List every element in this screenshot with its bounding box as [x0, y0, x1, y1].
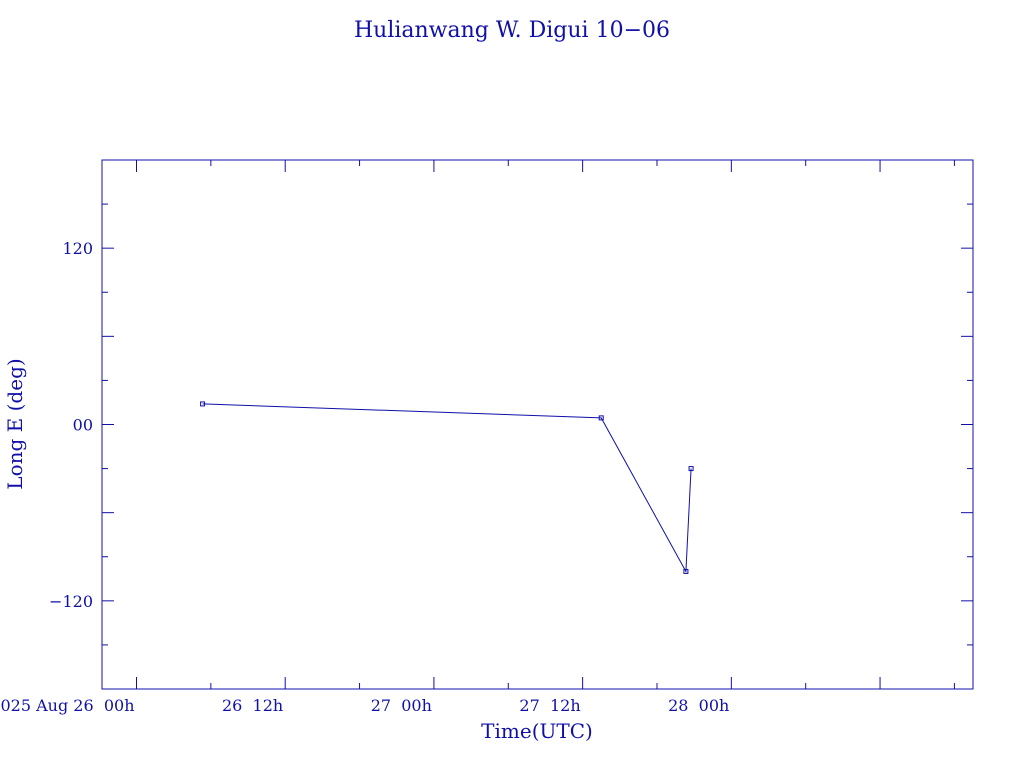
data-point-marker	[688, 466, 694, 472]
y-axis-label: Long E (deg)	[3, 358, 27, 489]
x-tick-label: 28 00h	[668, 696, 729, 715]
x-tick-labels: 2025 Aug 26 00h 26 12h 27 00h 27 12h 28 00h	[0, 696, 729, 715]
data-point-marker	[200, 401, 206, 407]
x-tick-label: 27 00h	[371, 696, 432, 715]
y-tick-label: 120	[62, 239, 93, 258]
chart-title: Hulianwang W. Digui 10−06	[354, 18, 670, 43]
y-tick-label: 00	[73, 416, 93, 435]
data-point-marker	[598, 415, 604, 421]
x-tick-label: 2025 Aug 26 00h	[0, 696, 134, 715]
y-tick-labels: 120 00 −120	[49, 239, 93, 611]
axis-ticks	[102, 160, 973, 689]
plot-frame	[101, 159, 974, 690]
x-tick-label: 26 12h	[222, 696, 283, 715]
y-tick-label: −120	[49, 592, 93, 611]
x-tick-label: 27 12h	[519, 696, 580, 715]
x-axis-label: Time(UTC)	[481, 719, 593, 743]
data-series	[200, 401, 694, 574]
data-point-marker	[683, 568, 689, 574]
series-line	[202, 403, 692, 574]
